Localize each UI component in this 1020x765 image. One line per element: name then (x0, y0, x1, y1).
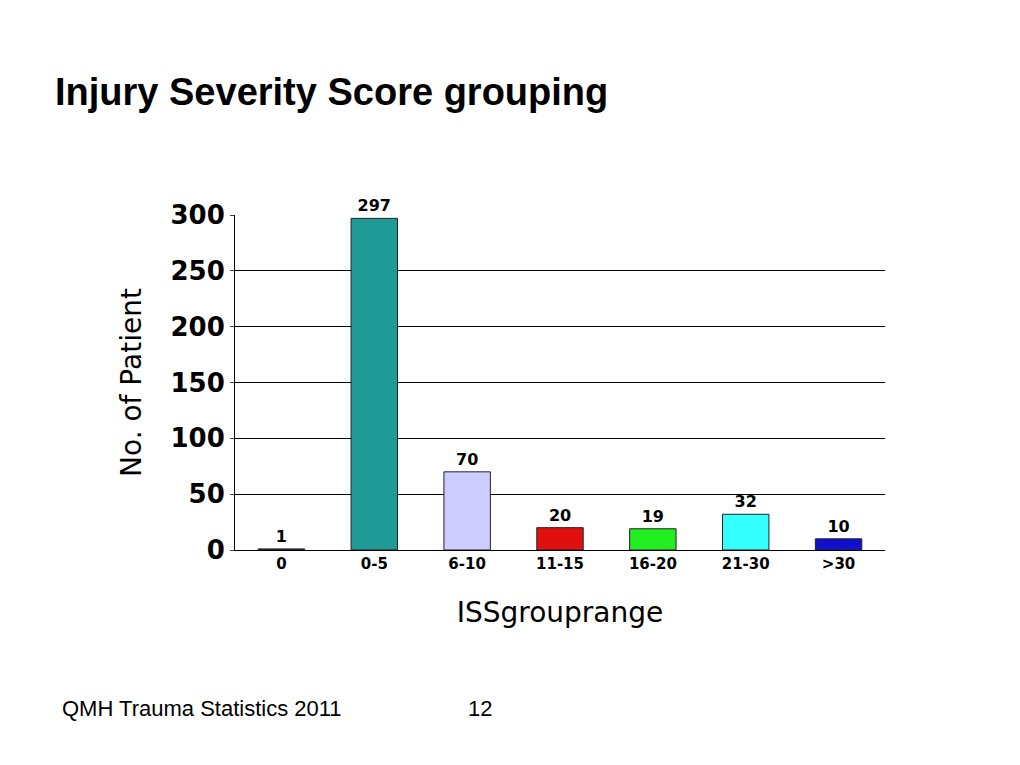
svg-text:16-20: 16-20 (629, 555, 677, 573)
svg-text:0: 0 (276, 555, 286, 573)
html-text:QMH Trauma Statistics 2011: QMH Trauma Statistics 2011 (62, 696, 342, 721)
svg-text:Injury Severity Score grouping: Injury Severity Score grouping (55, 71, 608, 113)
svg-text:150: 150 (171, 368, 225, 398)
svg-text:20: 20 (549, 506, 571, 525)
svg-text:19: 19 (642, 507, 664, 526)
svg-text:>30: >30 (822, 555, 855, 573)
svg-text:ISSgrouprange: ISSgrouprange (457, 596, 664, 629)
svg-text:10: 10 (827, 517, 849, 536)
svg-text:1: 1 (276, 527, 287, 546)
svg-text:6-10: 6-10 (448, 555, 486, 573)
svg-text:11-15: 11-15 (536, 555, 584, 573)
svg-text:0-5: 0-5 (361, 555, 388, 573)
svg-text:21-30: 21-30 (722, 555, 770, 573)
svg-text:300: 300 (171, 200, 225, 230)
html-text:12: 12 (468, 696, 493, 721)
svg-text:250: 250 (171, 256, 225, 286)
svg-text:200: 200 (171, 312, 225, 342)
svg-text:70: 70 (456, 450, 478, 469)
svg-text:0: 0 (207, 535, 225, 565)
svg-text:50: 50 (189, 479, 225, 509)
svg-text:32: 32 (735, 492, 757, 511)
svg-text:100: 100 (171, 423, 225, 453)
svg-text:No. of Patient: No. of Patient (115, 288, 148, 477)
svg-text:297: 297 (358, 196, 391, 215)
